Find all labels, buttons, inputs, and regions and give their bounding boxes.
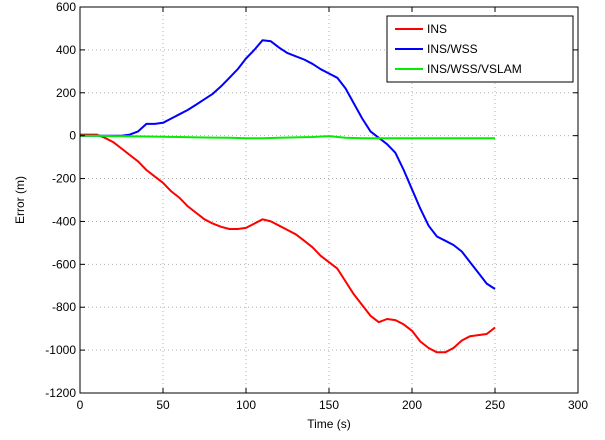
y-tick-label: 0 [69, 129, 76, 143]
y-tick-label: 600 [56, 0, 76, 14]
ticks: 0 50 100 150 200 250 300 -1200 -1000 -800 -600 -400… [45, 0, 588, 412]
x-tick-label: 0 [77, 398, 84, 412]
legend-label-ins-wss-vslam: INS/WSS/VSLAM [427, 62, 522, 76]
y-tick-label: -600 [52, 257, 76, 271]
x-tick-label: 250 [485, 398, 505, 412]
y-tick-label: -400 [52, 214, 76, 228]
y-tick-label: -200 [52, 172, 76, 186]
legend-label-ins-wss: INS/WSS [427, 42, 478, 56]
x-axis-label: Time (s) [307, 417, 351, 431]
series-line-ins [80, 133, 496, 354]
x-tick-label: 150 [319, 398, 339, 412]
legend: INS INS/WSS INS/WSS/VSLAM [386, 15, 574, 83]
y-tick-label: -1200 [45, 386, 76, 400]
series-layer [80, 39, 496, 354]
x-tick-label: 300 [568, 398, 588, 412]
x-tick-label: 50 [156, 398, 170, 412]
y-tick-label: 400 [56, 43, 76, 57]
y-tick-label: -1000 [45, 343, 76, 357]
y-tick-label: -800 [52, 300, 76, 314]
series-line-ins-wss-vslam [80, 134, 495, 140]
y-tick-label: 200 [56, 86, 76, 100]
legend-label-ins: INS [427, 22, 447, 36]
y-axis-label: Error (m) [13, 176, 27, 224]
series-line-ins-wss [80, 39, 496, 290]
x-tick-label: 200 [402, 398, 422, 412]
x-tick-label: 100 [236, 398, 256, 412]
